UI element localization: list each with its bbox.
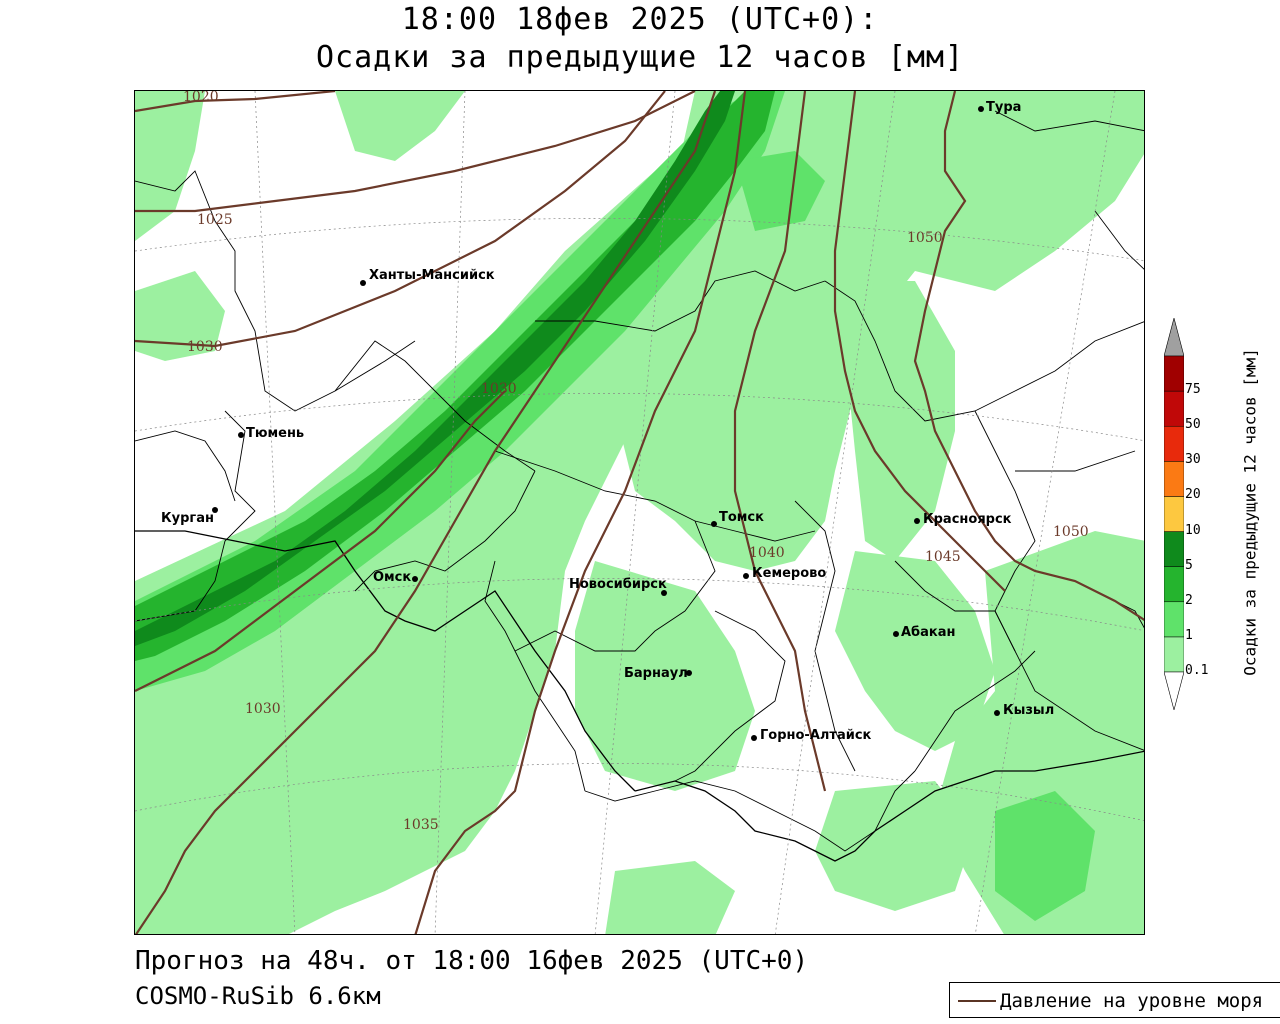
pressure-legend-label: Давление на уровне моря <box>1000 990 1264 1012</box>
colorbar-under-triangle <box>1164 671 1184 710</box>
city-label: Абакан <box>901 625 956 640</box>
city-label: Ханты-Мансийск <box>369 268 495 283</box>
isobars <box>135 91 1144 934</box>
city-label: Горно-Алтайск <box>760 728 872 743</box>
city-label: Новосибирск <box>569 577 667 592</box>
cities: Тура Ханты-Мансийск Тюмень Курган Омск Н… <box>161 100 1054 743</box>
map-title-line2: Осадки за предыдущие 12 часов [мм] <box>315 40 965 75</box>
city-label: Омск <box>373 570 411 585</box>
forecast-info: Прогноз на 48ч. от 18:00 16фев 2025 (UTC… <box>135 946 809 976</box>
city-label: Красноярск <box>923 512 1012 527</box>
city-marker: Красноярск <box>914 512 1012 527</box>
city-label: Кызыл <box>1003 703 1054 718</box>
isobar-label: 1030 <box>245 701 281 717</box>
city-label: Томск <box>719 510 764 525</box>
colorbar-tick-label: 10 <box>1185 522 1201 538</box>
graticule <box>135 91 1144 934</box>
isobar-label: 1020 <box>183 91 219 105</box>
pressure-legend: Давление на уровне моря <box>949 982 1280 1018</box>
colorbar-tick-label: 75 <box>1185 382 1201 398</box>
colorbar-segment <box>1164 496 1184 532</box>
city-label: Курган <box>161 511 214 526</box>
colorbar-segments <box>1164 318 1184 710</box>
city-label: Барнаул <box>624 666 688 681</box>
colorbar-tick-label: 30 <box>1185 452 1201 468</box>
pressure-legend-swatch <box>958 1000 996 1002</box>
colorbar-tick-label: 5 <box>1185 557 1193 573</box>
isobar-label: 1030 <box>187 339 223 355</box>
city-marker: Новосибирск <box>569 577 667 596</box>
isobar-label: 1030 <box>481 381 517 397</box>
isobar-label: 1025 <box>197 212 233 228</box>
city-marker: Горно-Алтайск <box>751 728 872 743</box>
map-canvas: 1020 1025 1030 1030 1030 1035 1040 1045 … <box>135 91 1144 934</box>
isobar-label: 1040 <box>749 545 785 561</box>
colorbar-segment <box>1164 355 1184 392</box>
colorbar-over-triangle <box>1164 318 1184 357</box>
state-border <box>135 530 1144 862</box>
isobar-label: 1035 <box>403 817 439 833</box>
city-marker: Кемерово <box>743 566 826 581</box>
city-marker: Тюмень <box>238 426 304 441</box>
city-marker: Томск <box>711 510 764 527</box>
colorbar-segment <box>1164 425 1184 462</box>
isobar-label: 1050 <box>1053 524 1089 540</box>
colorbar-segment <box>1164 566 1184 603</box>
colorbar-tick-label: 2 <box>1185 592 1193 608</box>
city-label: Тюмень <box>246 426 304 441</box>
precipitation-map: 1020 1025 1030 1030 1030 1035 1040 1045 … <box>134 90 1145 935</box>
isobar-labels: 1020 1025 1030 1030 1030 1035 1040 1045 … <box>183 91 1089 833</box>
colorbar-tick-label: 0.1 <box>1185 663 1209 678</box>
city-marker: Кызыл <box>994 703 1054 718</box>
colorbar-segment <box>1164 390 1184 427</box>
precip-colorbar <box>1164 318 1184 710</box>
city-marker: Омск <box>373 570 418 585</box>
city-marker: Тура <box>978 100 1021 115</box>
model-name: COSMO-RuSib 6.6км <box>135 982 381 1010</box>
colorbar-tick-label: 50 <box>1185 417 1201 433</box>
colorbar-title: Осадки за предыдущие 12 часов [мм] <box>1240 348 1260 676</box>
colorbar-segment <box>1164 601 1184 638</box>
colorbar-segment <box>1164 461 1184 497</box>
city-marker: Абакан <box>893 625 956 640</box>
colorbar-tick-label: 20 <box>1185 487 1201 503</box>
city-label: Кемерово <box>752 566 826 581</box>
colorbar-tick-label: 1 <box>1185 627 1193 643</box>
colorbar-segment <box>1164 531 1184 567</box>
city-marker: Курган <box>161 507 218 526</box>
city-marker: Барнаул <box>624 666 692 681</box>
colorbar-segment <box>1164 636 1184 673</box>
city-label: Тура <box>986 100 1021 115</box>
isobar-label: 1050 <box>907 230 943 246</box>
map-title-line1: 18:00 18фев 2025 (UTC+0): <box>401 2 879 37</box>
isobar-label: 1045 <box>925 549 961 565</box>
city-marker: Ханты-Мансийск <box>360 268 495 286</box>
